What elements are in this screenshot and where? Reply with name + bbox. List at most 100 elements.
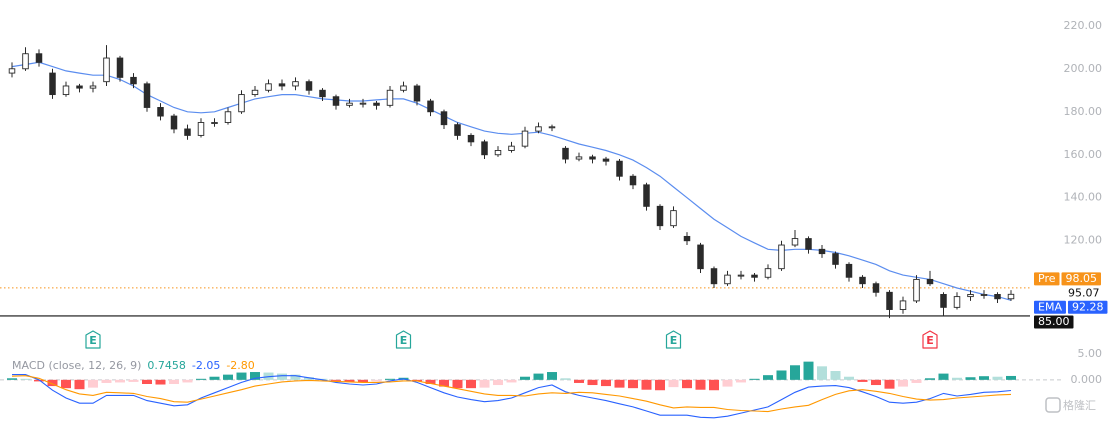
candle-body (751, 274, 758, 278)
earnings-badge (85, 330, 101, 349)
histogram-bar (331, 379, 341, 381)
candle-body (575, 156, 583, 160)
candle-body (305, 81, 313, 91)
histogram-bar (425, 379, 436, 384)
macd-legend-value: 0.7458 (147, 359, 186, 372)
earnings-badge (665, 330, 682, 349)
macd-legend-value: -2.80 (226, 359, 254, 372)
histogram-bar (925, 378, 935, 380)
candle-body (481, 141, 488, 156)
candle-body (629, 175, 637, 186)
watermark: 格隆汇 (1045, 397, 1096, 413)
histogram-bar (74, 379, 85, 390)
candle-body (778, 244, 785, 270)
candle-body (89, 85, 97, 89)
histogram-bar (965, 377, 976, 380)
histogram-bar (722, 379, 733, 387)
pre-tag-text: 98.05 (1066, 272, 1098, 285)
histogram-bar (884, 379, 895, 389)
ema-tag-box (1034, 300, 1066, 314)
histogram-bar (290, 374, 301, 380)
pre-tag-text: Pre (1038, 272, 1056, 285)
candle-body (562, 147, 569, 160)
histogram-bar (776, 370, 787, 380)
ema-tag: 92.28 (1067, 300, 1108, 314)
candle-body (602, 158, 610, 162)
histogram-bar (20, 378, 31, 380)
candle-body (940, 294, 947, 308)
histogram-bar (277, 373, 287, 380)
y-tick-label: 0.000 (1071, 373, 1103, 386)
candle-body (373, 102, 380, 106)
candle-body (845, 263, 853, 278)
macd-title: MACD (close, 12, 26, 9) (12, 359, 141, 372)
candle-body (103, 57, 110, 83)
earnings-badge (922, 330, 938, 349)
candle-body (440, 111, 448, 126)
ema-tag-box (1067, 300, 1108, 314)
candle-body (130, 76, 137, 85)
histogram-bar (938, 373, 949, 380)
candle-body (967, 294, 974, 298)
candle-body (265, 83, 272, 91)
histogram-bar (344, 379, 355, 382)
histogram-bar (61, 379, 71, 389)
histogram-bar (34, 379, 44, 382)
earnings-badge (395, 330, 412, 349)
histogram-bar (182, 379, 193, 383)
candle-body (251, 89, 259, 96)
histogram-bar (466, 379, 476, 389)
histogram-bar (520, 376, 530, 380)
histogram-bar (479, 379, 490, 388)
histogram-bar (209, 376, 220, 380)
histogram-bar (560, 378, 571, 380)
histogram-bar (128, 379, 139, 382)
candle-body (872, 283, 880, 293)
histogram-bar (857, 379, 868, 382)
histogram-bar (358, 379, 368, 383)
candle-body (62, 85, 70, 96)
watermark-logo (1045, 397, 1061, 413)
histogram-bar (385, 378, 395, 380)
histogram-bar (992, 376, 1003, 380)
ema-tag-text: EMA (1038, 300, 1062, 313)
histogram-bar (196, 378, 206, 380)
candle-body (278, 83, 286, 87)
earnings-label: E (400, 334, 408, 347)
candle-body (926, 278, 934, 285)
histogram-bar (871, 379, 881, 386)
candle-body (116, 57, 124, 78)
candle-body (643, 184, 650, 207)
histogram-bar (533, 373, 544, 380)
candle-body (886, 291, 893, 310)
histogram-bar (371, 379, 382, 382)
histogram-bar (655, 379, 665, 391)
earnings-label: E (89, 334, 97, 347)
candle-body (818, 248, 826, 255)
candle-body (184, 128, 191, 136)
candle-body (76, 85, 83, 89)
histogram-bar (587, 379, 598, 386)
y-tick-label: 220.00 (1064, 19, 1103, 32)
histogram-bar (790, 365, 800, 380)
histogram-bar (115, 379, 125, 383)
candle-body (899, 300, 907, 310)
candle-body (346, 102, 353, 106)
last-price: 95.07 (1068, 286, 1100, 299)
candle-body (319, 89, 326, 98)
candle-body (791, 238, 799, 246)
candle-body (413, 85, 421, 102)
candle-body (953, 296, 961, 308)
histogram-bar (979, 376, 989, 380)
y-tick-label: 160.00 (1064, 148, 1103, 161)
candle-body (535, 126, 542, 132)
candle-body (994, 294, 1001, 300)
histogram-bar (749, 378, 760, 380)
histogram-bar (628, 379, 638, 389)
candle-body (332, 96, 340, 106)
candle-body (359, 102, 367, 105)
histogram-bar (439, 379, 449, 387)
pre-tag: 98.05 (1061, 272, 1101, 286)
macd-legend-value: -2.05 (192, 359, 220, 372)
